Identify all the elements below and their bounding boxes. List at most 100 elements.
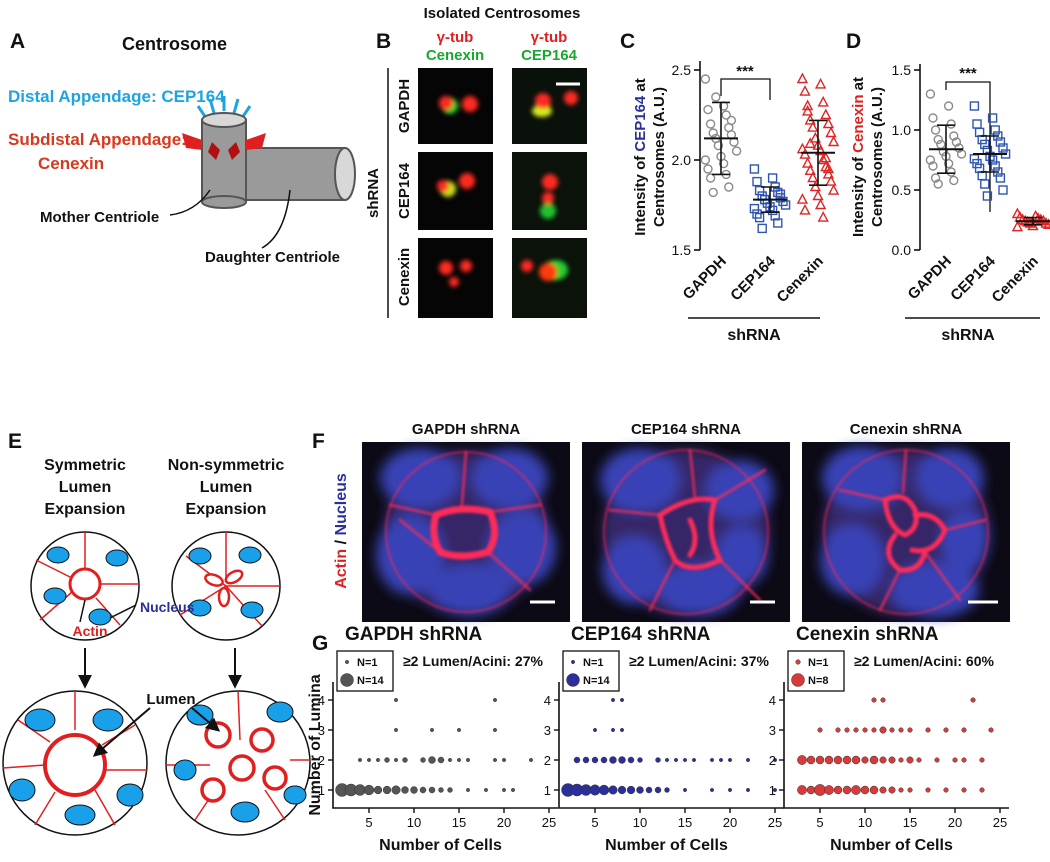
data-point	[708, 187, 718, 198]
data-point	[801, 99, 814, 111]
cell-diagrams-part-part	[43, 587, 67, 605]
data-point	[980, 179, 990, 189]
data-point	[749, 203, 760, 214]
y-tick-label: 1.5	[892, 62, 912, 78]
data-point	[814, 198, 827, 210]
bubble	[466, 758, 470, 762]
y-axis-label: Centrosomes (A.U.)	[869, 87, 886, 227]
data-point	[708, 128, 718, 138]
bubble	[851, 785, 861, 795]
data-point	[969, 101, 980, 111]
image-title: Cenexin shRNA	[850, 421, 963, 438]
cell-diagrams-part-part	[17, 719, 51, 743]
bubble	[608, 785, 618, 795]
bubble	[626, 785, 636, 795]
data-point	[954, 143, 964, 153]
x-tick-label: 10	[407, 815, 421, 830]
bubble	[674, 758, 678, 762]
bubble	[665, 758, 669, 762]
cell-diagrams-part	[43, 733, 107, 797]
data-point	[801, 157, 814, 168]
legend-marker	[345, 660, 349, 664]
chart-title: CEP164 shRNA	[571, 624, 711, 645]
data-point	[807, 121, 819, 132]
cell-diagrams-part-part	[188, 547, 212, 565]
bubble	[394, 728, 398, 732]
chart-title: Cenexin shRNA	[796, 624, 939, 645]
data-point	[943, 158, 954, 169]
bubble	[934, 757, 940, 763]
bubble	[591, 756, 599, 764]
data-point	[925, 155, 936, 165]
cell-diagrams-part-part	[204, 721, 232, 749]
label-part: Nucleus	[333, 473, 350, 535]
group-label: shRNA	[727, 327, 781, 344]
axes	[558, 682, 784, 809]
bubble	[358, 758, 362, 762]
data-point	[825, 175, 837, 186]
significance: ***	[736, 63, 754, 80]
micrographs-part-part	[603, 449, 769, 615]
bubble	[683, 758, 687, 762]
bubble	[888, 786, 896, 794]
bubble	[466, 788, 470, 792]
y-axis-label: Number of Lumina	[307, 674, 324, 815]
panel-b: B Isolated Centrosomes γ-tub Cenexin γ-t…	[365, 5, 587, 318]
row-label: CEP164	[396, 162, 413, 219]
cell-diagrams-part	[43, 546, 129, 626]
data-point	[933, 179, 943, 189]
panel-letter: A	[10, 30, 25, 53]
bubble	[880, 697, 886, 703]
data-point	[822, 167, 835, 179]
bubble	[824, 755, 834, 765]
bubble	[833, 755, 843, 765]
bubble	[898, 757, 904, 763]
cell-diagrams-part-part	[116, 783, 144, 807]
micrographs-part-part	[540, 203, 556, 219]
legend-label: N=1	[357, 657, 378, 669]
bubble	[484, 788, 488, 792]
data-point	[767, 173, 778, 183]
data-point	[796, 193, 809, 204]
data-point	[711, 92, 721, 102]
data-point	[1011, 220, 1024, 232]
axes	[783, 682, 1009, 809]
row-label: Cenexin	[396, 248, 413, 306]
bubble	[457, 758, 461, 762]
data-point	[1042, 218, 1050, 229]
micrographs-part-part	[602, 536, 666, 604]
cell-diagrams-part-part	[224, 569, 244, 585]
data-point	[703, 164, 713, 174]
bubble	[636, 786, 644, 794]
group-label: shRNA	[941, 327, 995, 344]
micrographs-part	[512, 68, 587, 144]
y-tick-label: 3	[544, 723, 551, 738]
data-point	[814, 77, 827, 89]
micrographs-part-part	[564, 91, 578, 105]
data-point	[773, 187, 783, 198]
data-point	[987, 113, 998, 123]
significance: ***	[959, 65, 977, 82]
bubble	[871, 727, 877, 733]
micrographs-part-part	[439, 261, 453, 275]
micrographs-part	[385, 448, 989, 615]
bubble	[493, 698, 497, 702]
data-point	[825, 126, 837, 138]
data-point	[754, 212, 765, 223]
panel-letter: F	[312, 430, 325, 453]
x-tick-label: 5	[816, 815, 823, 830]
cell-diagrams-part-part	[24, 708, 56, 732]
micrographs-part-part	[891, 562, 979, 618]
cell-diagrams-part-part	[35, 559, 73, 579]
data-point	[817, 153, 829, 165]
x-tick-label: 25	[542, 815, 556, 830]
micrographs-part-part	[376, 515, 444, 595]
bubble	[376, 758, 380, 762]
micrographs-part-part	[521, 260, 533, 272]
bubble	[797, 785, 807, 795]
bubble	[654, 786, 662, 794]
cell-diagrams-part-part	[249, 727, 275, 753]
micrographs-part-part	[539, 263, 557, 281]
cell-diagrams	[2, 531, 311, 836]
